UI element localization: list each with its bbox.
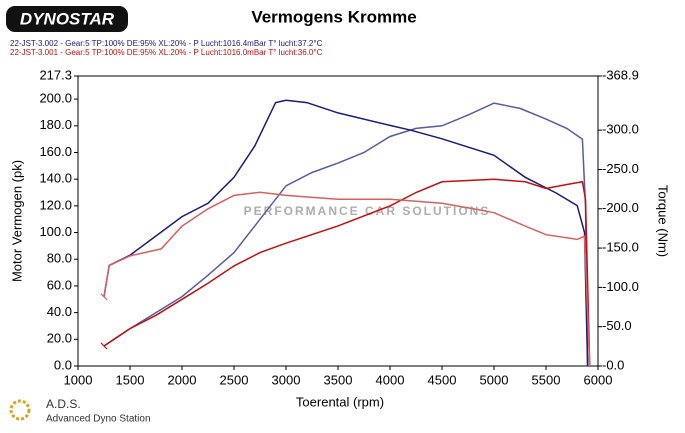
x-tick-label: 5500: [532, 372, 561, 387]
y2-tick-label: -200.0: [602, 200, 639, 215]
logo: DYNOSTAR: [20, 9, 115, 28]
x-tick-label: 1500: [116, 372, 145, 387]
logo-box: [6, 6, 128, 32]
x-tick-label: 1000: [64, 372, 93, 387]
x-tick-label: 4500: [428, 372, 457, 387]
y-tick-label: 80.0: [47, 251, 72, 266]
y-tick-label: 140.0: [39, 171, 72, 186]
y2-tick-label: -300.0: [602, 122, 639, 137]
start-marker: [100, 342, 108, 350]
x-tick-label: 5000: [480, 372, 509, 387]
series-line: [103, 191, 591, 367]
watermark: PERFORMANCE CAR SOLUTIONS: [244, 204, 491, 218]
series-line: [103, 178, 591, 367]
y2-tick-label: -0.0: [602, 357, 624, 372]
y-tick-label: 180.0: [39, 117, 72, 132]
y-tick-label: 160.0: [39, 144, 72, 159]
x-axis-label: Toerental (rpm): [296, 394, 384, 409]
start-marker: [100, 293, 108, 301]
x-tick-label: 2000: [168, 372, 197, 387]
y-axis-label: Motor Vermogen (pk): [9, 160, 24, 282]
y-tick-label: 20.0: [47, 331, 72, 346]
y2-tick-label: -150.0: [602, 240, 639, 255]
x-tick-label: 3500: [324, 372, 353, 387]
y-tick-label: 0.0: [54, 357, 72, 372]
y2-tick-label: -368.9: [602, 67, 639, 82]
y-tick-label: 100.0: [39, 224, 72, 239]
y2-tick-label: -50.0: [602, 318, 632, 333]
y-tick-label: 120.0: [39, 197, 72, 212]
x-tick-label: 3000: [272, 372, 301, 387]
series-line: [103, 102, 589, 367]
y2-tick-label: -250.0: [602, 161, 639, 176]
legend-entry: 22-JST-3.001 - Gear:5 TP:100% DE:95% XL:…: [10, 48, 323, 57]
y2-axis-label: Torque (Nm): [656, 185, 671, 257]
footer-title: A.D.S.: [46, 397, 81, 411]
y-tick-label: 200.0: [39, 91, 72, 106]
x-tick-label: 2500: [220, 372, 249, 387]
y2-tick-label: -100.0: [602, 279, 639, 294]
plot-frame: [77, 75, 599, 367]
legend-entry: 22-JST-3.002 - Gear:5 TP:100% DE:95% XL:…: [10, 39, 323, 48]
chart-title: Vermogens Kromme: [251, 7, 416, 26]
x-tick-label: 4000: [376, 372, 405, 387]
x-tick-label: 6000: [584, 372, 613, 387]
y-tick-label: 60.0: [47, 277, 72, 292]
footer-subtitle: Advanced Dyno Station: [46, 414, 151, 425]
series-line: [103, 99, 589, 367]
y-tick-label: 217.3: [39, 67, 72, 82]
y-tick-label: 40.0: [47, 304, 72, 319]
footer-icon: [9, 399, 31, 421]
